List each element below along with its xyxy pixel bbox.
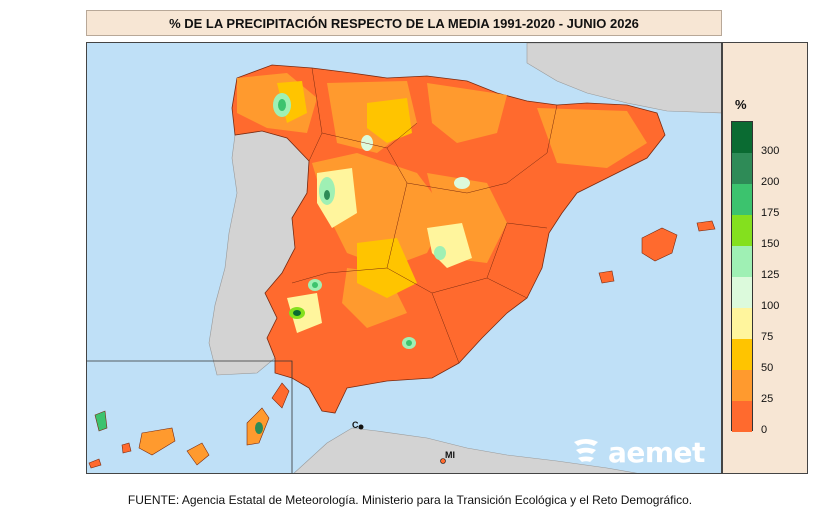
la-gomera [121, 442, 132, 454]
legend-tick-label: 0 [761, 424, 768, 436]
legend-swatch [732, 215, 752, 246]
aemet-logo-icon [574, 438, 598, 462]
legend-swatch [732, 122, 752, 153]
france-land [526, 43, 721, 114]
africa-land [293, 427, 638, 473]
legend-swatch [732, 246, 752, 277]
legend-swatch [732, 153, 752, 184]
lanzarote [271, 382, 290, 409]
legend-tick-label: 50 [761, 362, 774, 374]
legend-panel: % 300 200 175 150 125 100 75 50 25 0 [722, 42, 808, 474]
legend-tick-label: 200 [761, 176, 780, 188]
legend-tick-label: 25 [761, 393, 774, 405]
legend-swatch [732, 308, 752, 339]
aemet-logo: aemet [570, 436, 705, 469]
aemet-logo-text: aemet [608, 436, 705, 469]
legend-tick-label: 300 [761, 145, 780, 157]
legend-swatch [732, 277, 752, 308]
el-hierro [88, 458, 102, 469]
legend-swatch [732, 401, 752, 432]
legend-unit: % [735, 97, 747, 112]
legend-colorbar [731, 121, 753, 432]
tenerife [138, 427, 176, 456]
legend-swatch [732, 184, 752, 215]
legend-tick-label: 150 [761, 238, 780, 250]
source-credit: FUENTE: Agencia Estatal de Meteorología.… [127, 493, 693, 507]
legend-tick-label: 75 [761, 331, 774, 343]
map-title: % DE LA PRECIPITACIÓN RESPECTO DE LA MED… [86, 10, 722, 36]
precipitation-map [86, 42, 722, 474]
melilla-label: MI [445, 450, 455, 460]
legend-swatch [732, 370, 752, 401]
menorca [696, 220, 716, 232]
gran-canaria [186, 442, 210, 466]
ceuta-label: C [352, 420, 359, 430]
ibiza [598, 270, 615, 284]
mallorca [641, 227, 678, 262]
legend-tick-label: 175 [761, 207, 780, 219]
la-palma [94, 410, 108, 432]
legend-tick-label: 100 [761, 300, 780, 312]
legend-tick-label: 125 [761, 269, 780, 281]
legend-swatch [732, 339, 752, 370]
